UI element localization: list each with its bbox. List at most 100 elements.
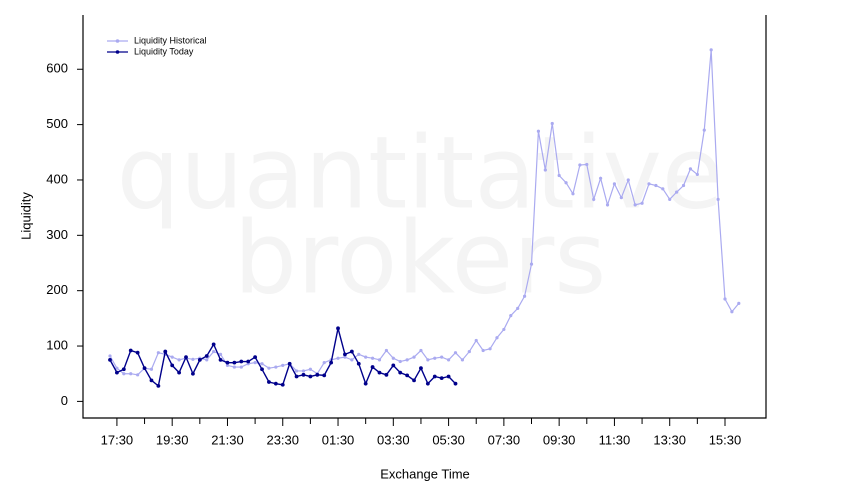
point (446, 374, 451, 379)
point (108, 357, 112, 362)
point (612, 182, 617, 186)
point (253, 361, 257, 365)
point (439, 376, 444, 381)
point (267, 380, 271, 384)
y-axis-label: Liquidity (18, 192, 33, 240)
point (585, 162, 589, 167)
point (377, 370, 382, 375)
point (218, 352, 223, 356)
point (349, 349, 354, 354)
point (177, 370, 182, 375)
point (336, 326, 340, 331)
point (467, 349, 471, 354)
point (122, 372, 126, 376)
point (225, 360, 230, 365)
point (633, 203, 637, 207)
point (177, 358, 181, 362)
x-tick-label: 05:30 (432, 432, 465, 447)
point (135, 350, 140, 355)
point (419, 348, 423, 353)
point (260, 362, 264, 366)
point (121, 367, 126, 372)
point (129, 372, 133, 376)
point (626, 178, 630, 182)
point (426, 358, 430, 362)
y-tick-label: 300 (46, 227, 68, 242)
point (294, 374, 299, 379)
point (115, 370, 119, 375)
point (412, 378, 416, 383)
point (191, 357, 195, 361)
point (115, 366, 119, 370)
point (688, 167, 693, 171)
point (509, 313, 513, 318)
point (280, 382, 285, 387)
point (156, 383, 161, 388)
point (357, 352, 361, 356)
x-axis-label: Exchange Time (380, 466, 470, 481)
point (440, 355, 444, 359)
series-line (109, 328, 457, 388)
point (446, 358, 451, 362)
point (350, 358, 354, 362)
point (364, 355, 368, 359)
point (453, 351, 458, 355)
y-tick-label: 100 (46, 337, 68, 352)
point (723, 297, 727, 301)
x-tick-label: 01:30 (322, 432, 355, 447)
legend-label: Liquidity Historical (134, 35, 207, 45)
point (391, 356, 395, 360)
point (640, 201, 644, 205)
point (308, 374, 313, 379)
point (384, 348, 388, 353)
point (536, 129, 541, 133)
point (267, 366, 271, 370)
point (419, 366, 423, 371)
point (557, 173, 561, 178)
point (405, 358, 409, 362)
point (550, 121, 554, 126)
point (695, 172, 699, 177)
point (709, 48, 713, 52)
point (730, 310, 734, 314)
point (654, 183, 658, 188)
point (246, 359, 251, 364)
point (336, 356, 340, 360)
point (239, 365, 243, 369)
point (405, 373, 410, 378)
point (315, 372, 320, 377)
point (647, 182, 651, 186)
point (128, 348, 133, 353)
x-tick-label: 21:30 (211, 432, 244, 447)
point (523, 294, 527, 298)
point (737, 301, 741, 306)
point (481, 348, 485, 353)
point (453, 381, 458, 386)
point (142, 366, 147, 371)
y-tick-label: 400 (46, 171, 68, 186)
point (716, 197, 720, 201)
point (599, 176, 603, 180)
point (253, 355, 258, 360)
x-tick-label: 15:30 (709, 432, 742, 447)
point (675, 190, 679, 194)
point (529, 262, 534, 266)
x-tick-label: 17:30 (101, 432, 134, 447)
point (495, 336, 499, 340)
point (502, 327, 506, 332)
point (225, 363, 230, 368)
y-tick-label: 0 (61, 393, 68, 408)
point (681, 183, 686, 188)
point (170, 363, 175, 368)
point (136, 373, 140, 377)
legend-point (115, 50, 120, 54)
point (287, 361, 292, 366)
point (322, 373, 327, 378)
y-tick-label: 500 (46, 116, 68, 131)
point (149, 378, 154, 383)
point (156, 351, 160, 355)
point (592, 197, 596, 201)
plot-frame (82, 15, 767, 419)
point (619, 196, 623, 200)
